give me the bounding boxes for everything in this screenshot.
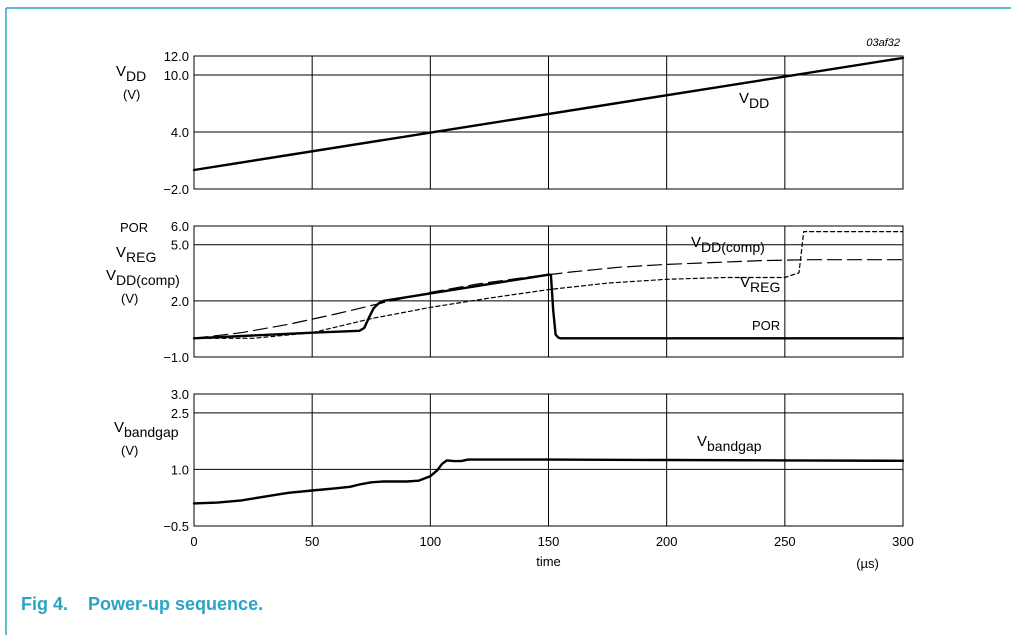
panel-frame: [193, 225, 904, 358]
y-tick-label: 5.0: [171, 238, 189, 253]
vbandgap-axis-unit: (V): [121, 443, 138, 458]
series-line-v-bandgap: [192, 458, 905, 505]
panel-por-vreg-vddcomp: 6.0 5.0 2.0 −1.0: [163, 219, 905, 365]
vreg-axis-label: VREG: [116, 244, 156, 265]
panel2-axis-unit: (V): [121, 291, 138, 306]
y-tick-label: −0.5: [163, 519, 189, 534]
y-tick-label: 3.0: [171, 387, 189, 402]
vbandgap-axis-label: Vbandgap: [114, 419, 179, 440]
y-tick-label: 6.0: [171, 219, 189, 234]
vddcomp-axis-label: VDD(comp): [106, 267, 180, 288]
vreg-series-label: VREG: [740, 274, 780, 295]
y-tick-label: 1.0: [171, 462, 189, 477]
x-axis-unit: (µs): [856, 556, 879, 571]
y-tick-label: 2.0: [171, 294, 189, 309]
x-tick-label: 250: [774, 534, 796, 549]
x-tick-label: 300: [892, 534, 914, 549]
panel-vdd: 12.0 10.0 4.0 −2.0: [163, 49, 905, 197]
figure-id: 03af32: [866, 37, 900, 49]
x-tick-label: 50: [305, 534, 319, 549]
series-line-v-dd: [192, 56, 905, 172]
vbandgap-series-label: Vbandgap: [697, 433, 762, 454]
figure-caption: Fig 4. Power-up sequence.: [21, 594, 263, 615]
por-axis-label: POR: [120, 220, 148, 235]
y-tick-label: −1.0: [163, 350, 189, 365]
por-series-label: POR: [752, 318, 780, 333]
caption-prefix: Fig 4.: [21, 594, 69, 614]
x-tick-label: 200: [656, 534, 678, 549]
vdd-axis-label: VDD: [116, 63, 146, 84]
x-tick-label: 0: [190, 534, 197, 549]
series-line-v-dd-comp-: [193, 259, 904, 339]
series-line-v-reg: [193, 231, 904, 339]
x-tick-label: 150: [538, 534, 560, 549]
y-tick-label: 10.0: [164, 68, 189, 83]
y-tick-label: 2.5: [171, 406, 189, 421]
panel-vbandgap: 3.0 2.5 1.0 −0.5: [163, 387, 905, 534]
series-line-por: [192, 273, 905, 340]
caption-title: Power-up sequence.: [88, 594, 264, 614]
x-axis-label: time: [536, 554, 561, 569]
y-tick-label: −2.0: [163, 182, 189, 197]
y-tick-label: 12.0: [164, 49, 189, 64]
y-tick-label: 4.0: [171, 125, 189, 140]
x-tick-label: 100: [419, 534, 441, 549]
vddcomp-series-label: VDD(comp): [691, 234, 765, 255]
vdd-series-label: VDD: [739, 90, 769, 111]
panel-frame: [193, 55, 904, 190]
vdd-axis-unit: (V): [123, 87, 140, 102]
